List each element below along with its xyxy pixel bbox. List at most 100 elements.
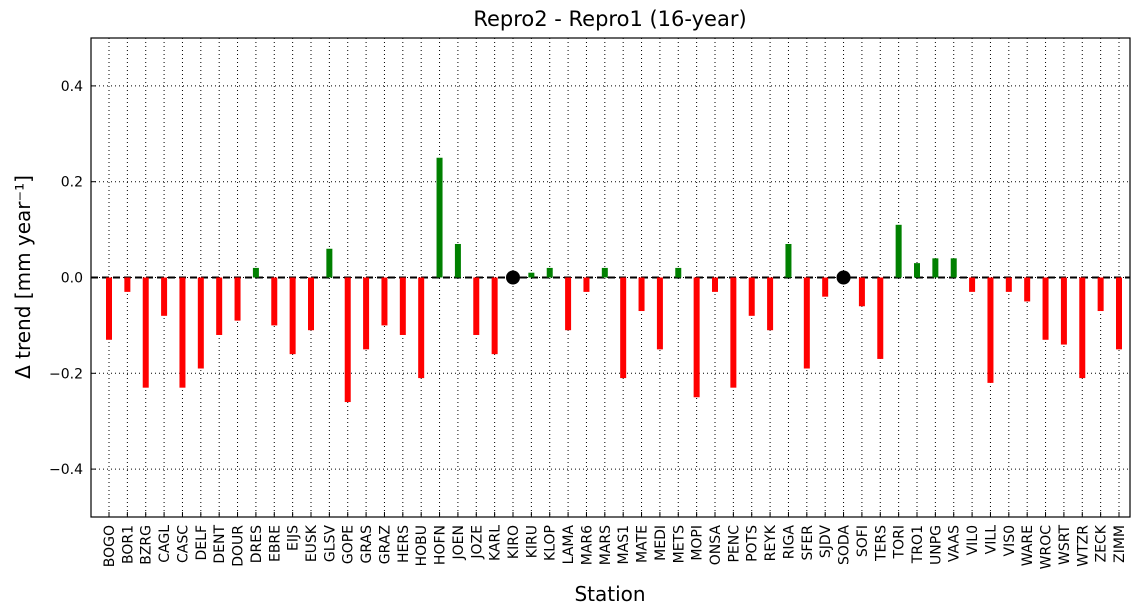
x-tick-label: ZIMM xyxy=(1112,525,1128,563)
bar xyxy=(344,277,351,403)
x-tick-label: TRO1 xyxy=(910,525,926,564)
bar xyxy=(436,157,443,278)
bar xyxy=(1116,277,1122,350)
bar xyxy=(767,277,774,331)
x-tick-label: MATE xyxy=(635,525,651,563)
bar xyxy=(1097,277,1104,312)
bar xyxy=(950,258,957,278)
bar xyxy=(914,263,920,278)
bar xyxy=(693,277,700,398)
x-tick-label: HERS xyxy=(396,525,412,563)
bar xyxy=(895,224,902,278)
y-tick-label: 0.4 xyxy=(61,79,83,95)
x-tick-label: TERS xyxy=(873,525,889,562)
bar xyxy=(473,277,480,335)
bar xyxy=(932,258,939,278)
bar xyxy=(363,277,370,350)
x-tick-label: CAGL xyxy=(157,525,173,563)
x-tick-label: MAS1 xyxy=(616,525,632,564)
x-tick-label: MAR6 xyxy=(579,525,595,565)
x-tick-label: LAMA xyxy=(561,525,577,565)
x-tick-label: GRAS xyxy=(359,525,375,564)
x-tick-label: DOUR xyxy=(231,525,247,567)
x-tick-label: UNPG xyxy=(928,525,944,565)
x-tick-label: WSRT xyxy=(1057,525,1073,565)
bar xyxy=(620,277,627,379)
x-tick-label: SFER xyxy=(800,525,816,561)
x-tick-label: CASC xyxy=(175,525,191,563)
y-tick-label: −0.2 xyxy=(49,366,83,382)
x-tick-label: VILL xyxy=(983,525,999,555)
chart-title: Repro2 - Repro1 (16-year) xyxy=(473,7,746,31)
x-tick-label: ZECK xyxy=(1094,524,1110,562)
bar xyxy=(289,277,296,355)
x-tick-label: GLSV xyxy=(322,525,338,563)
y-tick-label: 0.2 xyxy=(61,175,83,191)
bar xyxy=(1079,277,1086,379)
bar xyxy=(1060,277,1067,345)
x-tick-label: JOEN xyxy=(451,525,467,560)
bar xyxy=(785,243,792,278)
x-tick-label: MEDI xyxy=(653,525,669,561)
x-tick-label: EIJS xyxy=(286,525,302,551)
bar xyxy=(271,277,278,326)
x-tick-label: JOZE xyxy=(469,525,485,560)
x-tick-label: VIL0 xyxy=(965,525,981,555)
bar xyxy=(308,277,314,331)
x-tick-label: ONSA xyxy=(708,525,724,566)
bar xyxy=(638,277,645,312)
bar xyxy=(399,277,406,335)
bar xyxy=(712,277,718,292)
x-tick-label: SOFI xyxy=(855,525,871,557)
x-tick-label: PENC xyxy=(726,525,742,563)
bar xyxy=(730,277,737,388)
bar xyxy=(1042,277,1049,340)
bar xyxy=(179,277,186,388)
x-tick-label: BOR1 xyxy=(120,525,136,564)
bar xyxy=(454,243,461,278)
y-tick-label: −0.4 xyxy=(49,462,83,478)
bar xyxy=(969,277,976,292)
bar xyxy=(877,277,884,359)
bar xyxy=(418,277,425,379)
bar xyxy=(252,267,259,278)
x-tick-label: TORI xyxy=(892,525,908,559)
x-tick-label: METS xyxy=(671,525,687,563)
bar xyxy=(106,277,112,340)
y-axis-label: Δ trend [mm year⁻¹] xyxy=(11,175,35,379)
bar xyxy=(748,277,755,316)
x-tick-label: VIS0 xyxy=(1002,525,1018,557)
x-tick-label: WROC xyxy=(1039,525,1055,570)
bar xyxy=(656,277,663,350)
bar xyxy=(546,267,553,278)
x-tick-label: SJDV xyxy=(818,525,834,559)
bar xyxy=(858,277,865,307)
x-tick-label: WARE xyxy=(1020,525,1036,566)
x-tick-label: KARL xyxy=(488,525,504,561)
x-tick-label: DELF xyxy=(194,525,210,560)
x-tick-label: KIRO xyxy=(506,525,522,559)
bar xyxy=(234,277,241,321)
plot-frame xyxy=(90,37,1131,518)
bar xyxy=(216,277,223,335)
bar xyxy=(381,277,388,326)
x-tick-label: GRAZ xyxy=(377,525,393,564)
x-tick-label: MARS xyxy=(598,525,614,565)
x-tick-label: REYK xyxy=(763,524,779,561)
bar xyxy=(197,277,204,369)
bar xyxy=(161,277,168,316)
bar xyxy=(822,277,829,297)
x-tick-label: VAAS xyxy=(947,525,963,562)
bar xyxy=(987,277,994,383)
bar xyxy=(601,267,608,278)
x-tick-label: DRES xyxy=(249,525,265,563)
y-tick-label: 0.0 xyxy=(61,271,83,287)
bar xyxy=(675,267,682,278)
zero-marker xyxy=(836,270,851,285)
x-tick-label: HOBU xyxy=(414,525,430,566)
x-tick-label: KIRU xyxy=(524,525,540,558)
x-axis-label: Station xyxy=(574,582,645,606)
bar xyxy=(124,277,131,292)
